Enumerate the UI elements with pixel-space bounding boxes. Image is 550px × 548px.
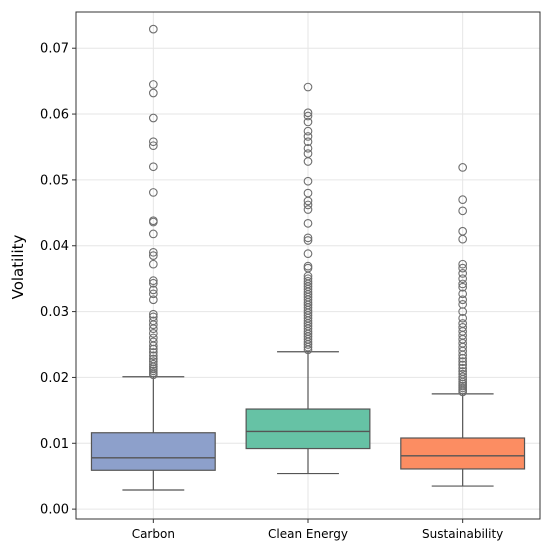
outlier-point (148, 359, 158, 369)
outlier-point (148, 312, 158, 322)
y-tick-label: 0.00 (40, 503, 69, 518)
outlier-point (148, 285, 158, 295)
outlier-point (458, 363, 468, 373)
outlier-point (458, 282, 468, 292)
iqr-box (400, 437, 526, 470)
outlier-point (148, 24, 158, 34)
outlier-point (148, 309, 158, 319)
outlier-point (148, 162, 158, 172)
iqr-box (90, 432, 216, 471)
y-tick-label: 0.02 (40, 371, 69, 386)
outlier-point (458, 319, 468, 328)
y-axis: 0.00 0.01 0.02 0.03 0.04 0.05 0.06 0.07 (40, 42, 76, 518)
outlier-point (148, 328, 158, 338)
box-clean-energy (245, 351, 371, 475)
outlier-point (458, 323, 468, 332)
outlier-point (458, 295, 468, 305)
outlier-point (303, 236, 313, 245)
outlier-point (303, 249, 313, 258)
outlier-point (303, 82, 313, 92)
outlier-point (458, 206, 468, 216)
outlier-point (303, 149, 313, 158)
outlier-point (458, 195, 468, 205)
outlier-point (458, 279, 468, 289)
box-sustainability (400, 393, 526, 487)
outlier-point (458, 360, 468, 370)
outlier-point (148, 276, 158, 285)
outlier-point (148, 188, 158, 197)
outlier-point (148, 137, 158, 147)
outlier-point (148, 278, 158, 288)
outlier-point (148, 216, 158, 226)
outlier-point (148, 295, 158, 305)
outlier-point (148, 337, 158, 347)
outlier-point (148, 354, 158, 364)
outlier-point (303, 117, 313, 127)
iqr-box (245, 408, 371, 450)
outlier-point (303, 200, 313, 210)
outlier-point (148, 88, 158, 98)
outlier-point (458, 372, 468, 382)
x-tick-label: Carbon (132, 527, 175, 541)
y-tick-label: 0.03 (40, 305, 69, 320)
outlier-point (303, 274, 313, 284)
outlier-point (303, 205, 313, 214)
outlier-point (303, 143, 313, 153)
outlier-point (148, 289, 158, 299)
outlier-point (148, 113, 158, 123)
x-axis: Carbon Clean Energy Sustainability (132, 519, 503, 541)
outlier-point (148, 316, 158, 326)
outlier-layer (148, 24, 468, 397)
y-tick-label: 0.01 (40, 437, 69, 452)
x-tick-label: Sustainability (422, 527, 503, 541)
outlier-point (458, 369, 468, 379)
outlier-point (458, 274, 468, 284)
outlier-point (148, 348, 158, 357)
outlier-point (458, 289, 468, 299)
outlier-point (303, 276, 313, 286)
outlier-point (458, 299, 468, 309)
outlier-point (303, 111, 313, 121)
outlier-point (303, 261, 313, 271)
outlier-point (303, 126, 313, 136)
outlier-point (458, 313, 468, 323)
outlier-point (148, 259, 158, 269)
y-tick-label: 0.04 (40, 239, 69, 254)
outlier-point (458, 263, 468, 273)
outlier-point (458, 357, 468, 366)
outlier-point (458, 163, 468, 172)
outlier-point (148, 247, 158, 257)
box-layer (90, 351, 526, 491)
outlier-point (303, 233, 313, 243)
box-carbon (90, 376, 216, 491)
outlier-point (303, 132, 313, 141)
y-tick-label: 0.05 (40, 173, 69, 188)
outlier-point (458, 259, 468, 269)
outlier-point (458, 226, 468, 236)
outlier-point (148, 229, 158, 239)
outlier-point (303, 176, 313, 186)
outlier-point (303, 188, 313, 198)
y-tick-label: 0.07 (40, 42, 69, 57)
outlier-point (148, 357, 158, 366)
x-tick-label: Clean Energy (268, 527, 348, 541)
outlier-point (303, 219, 313, 228)
outlier-point (303, 108, 313, 118)
outlier-point (148, 80, 158, 89)
outlier-point (148, 141, 158, 151)
outlier-point (148, 333, 158, 343)
outlier-point (458, 269, 468, 278)
outlier-point (458, 367, 468, 376)
outlier-point (148, 251, 158, 260)
outlier-point (303, 137, 313, 147)
y-axis-title: Volatility (9, 234, 27, 299)
y-tick-label: 0.06 (40, 108, 69, 123)
outlier-point (148, 351, 158, 361)
